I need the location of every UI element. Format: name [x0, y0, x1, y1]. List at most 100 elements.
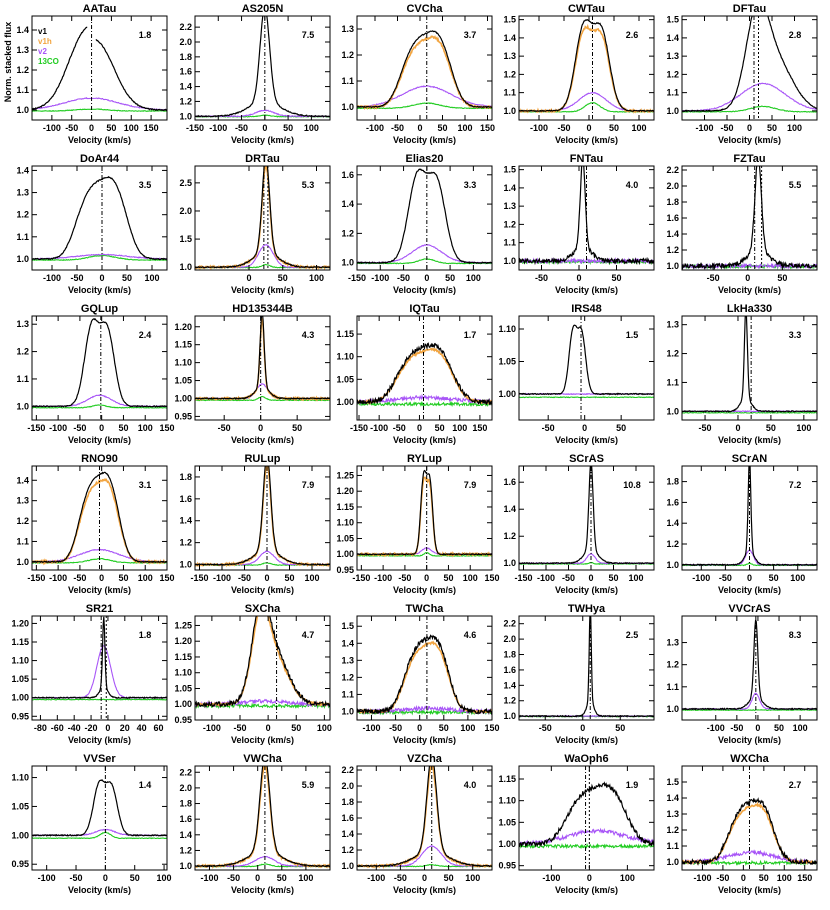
x-tick-label: 50	[766, 423, 776, 433]
y-tick-label: 1.15	[11, 637, 29, 647]
y-tick-label: 1.3	[341, 24, 354, 34]
panel-GQLup: GQLup 2.4 -150 -100 -50 0 50 100 150 1.0 1.1 1.2 1.3…	[16, 303, 174, 445]
y-tick-label: 1.5	[666, 777, 679, 787]
y-tick-label: 1.0	[179, 262, 192, 272]
x-tick-label: 100	[157, 873, 172, 883]
y-tick-label: 1.00	[174, 393, 192, 403]
y-tick-label: 1.0	[503, 711, 516, 721]
x-tick-label: 100	[138, 423, 153, 433]
y-tick-label: 1.20	[11, 618, 29, 628]
series-13CO	[519, 396, 654, 399]
x-tick-label: -50	[389, 723, 402, 733]
series-v1	[195, 466, 330, 566]
x-axis-label: Velocity (km/s)	[393, 885, 456, 895]
x-tick-label: 50	[611, 273, 621, 283]
panel-DoAr44: DoAr44 3.5 -100 -50 0 50 100 1.0 1.1 1.2 1.3 1.4 Vel…	[16, 153, 168, 295]
series-13CO	[32, 404, 167, 409]
x-tick-label: -100	[38, 873, 56, 883]
y-tick-label: 1.0	[341, 706, 354, 716]
y-tick-label: 1.20	[174, 322, 192, 332]
y-tick-label: 1.5	[179, 234, 192, 244]
panel-title: SR21	[86, 603, 114, 615]
x-tick-label: 50	[122, 273, 132, 283]
series-13CO	[195, 395, 330, 402]
x-axis-label: Velocity (km/s)	[718, 585, 781, 595]
x-tick-label: 0	[258, 423, 263, 433]
y-tick-label: 1.0	[16, 105, 29, 115]
x-tick-label: 150	[480, 123, 495, 133]
y-tick-label: 1.0	[179, 111, 192, 121]
y-tick-label: 1.3	[666, 638, 679, 648]
x-tick-label: -20	[85, 723, 98, 733]
y-tick-label: 1.3	[666, 51, 679, 61]
series-13CO	[32, 108, 167, 113]
x-axis-label: Velocity (km/s)	[68, 735, 131, 745]
series-v2	[519, 827, 654, 847]
peak-ratio-label: 3.7	[464, 30, 477, 40]
x-tick-label: -150	[350, 423, 368, 433]
y-tick-label: 1.4	[179, 516, 192, 526]
x-tick-label: 0	[417, 423, 422, 433]
panel-IQTau: IQTau 1.7 -150 -100 -50 0 50 100 150 1.00 1.05 1.10…	[336, 303, 493, 445]
x-tick-label: 100	[465, 873, 480, 883]
x-tick-label: 20	[120, 723, 130, 733]
series-v1	[32, 471, 167, 564]
x-tick-label: 0	[586, 123, 591, 133]
panel-title: AS205N	[242, 3, 284, 15]
panel-frame	[518, 765, 655, 871]
panel-frame	[681, 615, 818, 721]
panel-title: VVSer	[83, 753, 116, 765]
x-tick-label: 0	[103, 873, 108, 883]
peak-ratio-label: 2.5	[626, 630, 639, 640]
x-tick-label: 50	[608, 573, 618, 583]
y-tick-label: 1.1	[16, 536, 29, 546]
panel-Elias20: Elias20 3.3 -150 -100 -50 0 50 100 1.0 1.2 1.4 1.6 V…	[341, 153, 493, 295]
y-tick-label: 1.1	[341, 76, 354, 86]
x-tick-label: 100	[298, 873, 313, 883]
x-axis-label: Velocity (km/s)	[718, 285, 781, 295]
x-axis-label: Velocity (km/s)	[555, 135, 618, 145]
peak-ratio-label: 7.9	[302, 480, 315, 490]
y-tick-label: 1.8	[341, 797, 354, 807]
y-tick-label: 2.2	[179, 22, 192, 32]
y-tick-label: 1.6	[179, 67, 192, 77]
panel-title: LkHa330	[727, 303, 772, 315]
x-tick-label: 0	[264, 573, 269, 583]
x-tick-label: 50	[767, 123, 777, 133]
x-tick-label: 50	[291, 723, 301, 733]
series-v1	[195, 616, 330, 709]
x-tick-label: 60	[154, 723, 164, 733]
x-axis-label: Velocity (km/s)	[231, 285, 294, 295]
y-tick-label: 1.10	[336, 352, 354, 362]
y-tick-label: 1.4	[666, 518, 679, 528]
series-13CO	[32, 698, 167, 701]
y-tick-label: 1.0	[341, 258, 354, 268]
plot-area	[519, 616, 654, 720]
x-axis-label: Velocity (km/s)	[231, 585, 294, 595]
series-v1	[357, 30, 492, 109]
y-tick-label: 2.2	[341, 765, 354, 775]
y-tick-label: 1.0	[503, 558, 516, 568]
x-tick-label: 50	[439, 723, 449, 733]
y-tick-label: 1.0	[16, 557, 29, 567]
x-tick-label: 150	[159, 573, 174, 583]
series-v1h	[195, 616, 330, 708]
panel-frame	[356, 615, 493, 721]
panel-VVCrAS: VVCrAS 8.3 -100 -50 0 50 100 1.0 1.1 1.2 1.3 Veloci…	[666, 603, 818, 745]
x-tick-label: -100	[707, 723, 725, 733]
plot-area	[357, 166, 492, 270]
y-tick-label: 1.00	[11, 693, 29, 703]
x-axis-label: Velocity (km/s)	[555, 285, 618, 295]
x-tick-label: -100	[203, 723, 221, 733]
panel-frame	[681, 315, 818, 421]
y-tick-label: 1.00	[336, 397, 354, 407]
panel-title: CVCha	[406, 3, 443, 15]
y-tick-label: 1.10	[336, 518, 354, 528]
x-tick-label: 50	[284, 573, 294, 583]
x-tick-label: 0	[99, 573, 104, 583]
panel-frame	[31, 615, 168, 721]
x-tick-label: 100	[793, 723, 808, 733]
panel-TWCha: TWCha 4.6 -100 -50 0 50 100 150 1.0 1.1 1.2 1.3 1.4 1…	[341, 603, 499, 745]
panel-SCrAN: SCrAN 7.2 -100 -50 0 50 100 1.0 1.2 1.4 1.6 1.8 Velo…	[666, 453, 818, 595]
x-tick-label: 0	[99, 273, 104, 283]
